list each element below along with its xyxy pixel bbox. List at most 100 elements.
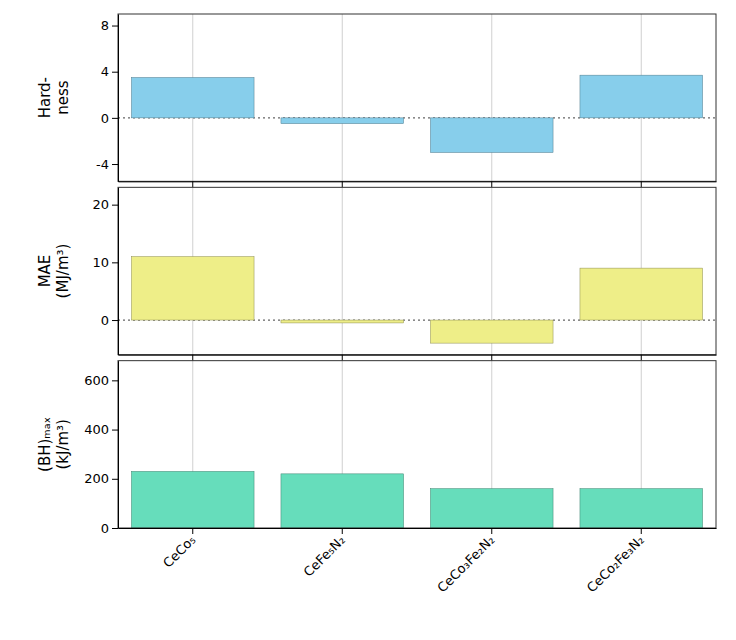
tick-mark	[342, 528, 343, 534]
tick-label: 0	[101, 313, 109, 328]
bars	[118, 75, 716, 152]
tick-mark	[112, 72, 118, 73]
grid	[193, 187, 642, 354]
bar	[281, 320, 404, 323]
tick-label: CeCo₂Fe₃N₂	[584, 532, 647, 595]
tick-mark	[192, 528, 193, 534]
tick-label: 600	[84, 373, 109, 388]
tick-label: 0	[101, 111, 109, 126]
tick-label: 20	[92, 197, 109, 212]
bar	[430, 118, 553, 153]
tick-label: CeFe₅N₂	[301, 532, 348, 579]
tick-label: CeCo₅	[160, 532, 198, 570]
tick-mark	[491, 181, 492, 187]
tick-label: 4	[101, 64, 109, 79]
tick-mark	[112, 205, 118, 206]
x-axis	[119, 181, 717, 187]
tick-mark	[342, 355, 343, 361]
y-tick: 0	[101, 521, 118, 536]
bar	[281, 118, 404, 124]
x-tick	[192, 181, 193, 187]
y-tick: 600	[84, 373, 118, 388]
y-tick: 10	[92, 255, 118, 270]
bar	[430, 320, 553, 343]
tick-mark	[641, 528, 642, 534]
plot-frame	[118, 361, 716, 528]
grid-line	[342, 187, 343, 354]
bar	[580, 268, 703, 320]
grid	[193, 14, 642, 181]
bar	[281, 474, 404, 528]
tick-label: 8	[101, 18, 109, 33]
bars	[131, 471, 702, 528]
x-tick: CeCo₃Fe₂N₂	[434, 528, 497, 595]
grid-line	[342, 14, 343, 181]
tick-mark	[112, 118, 118, 119]
x-tick: CeCo₅	[160, 528, 198, 571]
tick-label: 0	[101, 521, 109, 536]
tick-mark	[342, 181, 343, 187]
tick-label: CeCo₃Fe₂N₂	[434, 532, 497, 595]
tick-mark	[491, 528, 492, 534]
x-tick	[192, 355, 193, 361]
tick-mark	[491, 355, 492, 361]
x-tick: CeCo₂Fe₃N₂	[584, 528, 647, 595]
x-tick	[641, 181, 642, 187]
y-axis-title: Hard-ness	[36, 77, 71, 118]
tick-label: 400	[84, 422, 109, 437]
y-tick: 8	[101, 18, 118, 33]
axis-line	[118, 188, 119, 355]
axis-line	[119, 355, 717, 356]
tick-mark	[112, 528, 118, 529]
tick-mark	[192, 355, 193, 361]
tick-mark	[112, 164, 118, 165]
tick-mark	[112, 479, 118, 480]
tick-mark	[112, 380, 118, 381]
tick-mark	[192, 181, 193, 187]
y-tick: 4	[101, 64, 118, 79]
panel: 0 200 400 600 CeCo₅ CeFe₅N₂ CeCo₃Fe₂N₂ CeCo₂Fe₃…	[36, 361, 717, 596]
y-axis: 0 10 20	[92, 188, 118, 355]
x-axis	[119, 355, 717, 361]
x-tick	[342, 355, 343, 361]
y-tick: 0	[101, 313, 118, 328]
bar	[430, 489, 553, 528]
chart-root: -4 0 4 8 Hard-ness 0 10 20 MAE(MJ/m³) 0 200 400 600 C…	[0, 0, 736, 640]
x-tick	[641, 355, 642, 361]
y-axis: 0 200 400 600	[84, 361, 118, 535]
tick-mark	[112, 262, 118, 263]
plot-frame	[118, 14, 716, 181]
tick-mark	[112, 430, 118, 431]
tick-label: 10	[92, 255, 109, 270]
panel: -4 0 4 8 Hard-ness	[36, 14, 717, 187]
bar	[131, 471, 254, 528]
y-axis-title: MAE(MJ/m³)	[36, 244, 71, 299]
bars	[118, 257, 716, 344]
axis-line	[119, 181, 717, 182]
bar	[580, 489, 703, 528]
tick-label: -4	[96, 157, 109, 172]
tick-mark	[641, 181, 642, 187]
x-axis: CeCo₅ CeFe₅N₂ CeCo₃Fe₂N₂ CeCo₂Fe₃N₂	[119, 528, 717, 595]
y-tick: 200	[84, 471, 118, 486]
y-tick: 0	[101, 111, 118, 126]
bar	[131, 77, 254, 117]
y-axis: -4 0 4 8	[96, 15, 118, 182]
x-tick: CeFe₅N₂	[301, 528, 348, 580]
y-axis-title: (BH)ₘₐₓ(kJ/m³)	[36, 417, 71, 472]
panel: 0 10 20 MAE(MJ/m³)	[36, 187, 717, 360]
grid	[193, 361, 642, 528]
tick-mark	[641, 355, 642, 361]
axis-line	[119, 528, 717, 529]
x-tick	[342, 181, 343, 187]
tick-mark	[112, 320, 118, 321]
tick-label: 200	[84, 471, 109, 486]
grid-line	[491, 14, 492, 181]
tick-mark	[112, 26, 118, 27]
bar	[580, 75, 703, 118]
x-tick	[491, 355, 492, 361]
y-tick: -4	[96, 157, 118, 172]
axis-line	[118, 361, 119, 528]
bar	[131, 257, 254, 320]
y-tick: 20	[92, 197, 118, 212]
